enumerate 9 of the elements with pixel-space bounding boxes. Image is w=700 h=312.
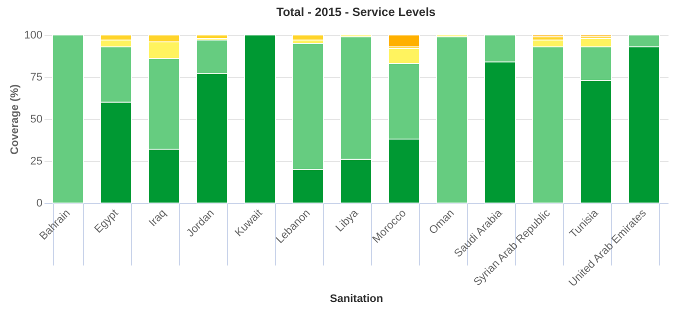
y-axis-title: Coverage (%) — [9, 84, 22, 155]
x-tick-label: Iraq — [146, 207, 169, 230]
y-tick-label: 50 — [30, 114, 42, 126]
x-axis-title: Sanitation — [330, 292, 384, 305]
chart-title: Total - 2015 - Service Levels — [276, 5, 436, 19]
y-tick-label: 75 — [30, 72, 42, 84]
y-tick-label: 25 — [30, 156, 42, 168]
y-tick-label: 100 — [24, 30, 42, 42]
y-tick-label: 0 — [36, 198, 42, 210]
